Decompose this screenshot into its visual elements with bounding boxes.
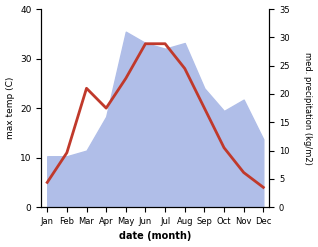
Y-axis label: med. precipitation (kg/m2): med. precipitation (kg/m2) [303,52,313,165]
X-axis label: date (month): date (month) [119,231,191,242]
Y-axis label: max temp (C): max temp (C) [5,77,15,139]
